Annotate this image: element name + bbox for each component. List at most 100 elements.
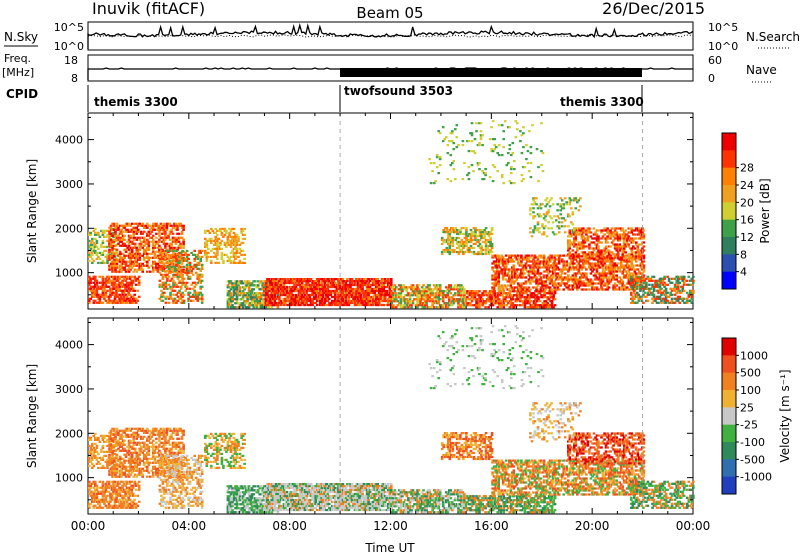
range-gate-cell (107, 275, 111, 278)
range-gate-cell (414, 292, 418, 295)
range-gate-cell (285, 281, 289, 285)
range-gate-cell (225, 241, 228, 244)
range-gate-cell (238, 259, 242, 262)
range-gate-cell (94, 275, 97, 278)
range-gate-cell (580, 268, 584, 271)
range-gate-cell (508, 268, 511, 271)
range-gate-cell (152, 238, 155, 241)
range-gate-cell (457, 240, 461, 244)
range-gate-cell (635, 272, 638, 275)
range-gate-cell (361, 303, 364, 307)
range-gate-cell (607, 257, 611, 260)
range-gate-cell (165, 222, 169, 225)
range-gate-cell (573, 254, 576, 257)
range-gate-cell (559, 254, 562, 257)
range-gate-cell (625, 237, 629, 240)
range-gate-cell (470, 300, 474, 303)
range-gate-cell (365, 287, 369, 291)
range-gate-cell (365, 293, 369, 297)
range-gate-cell (594, 272, 597, 275)
range-gate-cell (393, 284, 397, 287)
range-gate-cell (138, 254, 141, 257)
range-gate-cell (176, 285, 180, 288)
range-gate-cell (223, 229, 227, 232)
range-gate-cell (552, 306, 555, 309)
range-gate-cell (514, 300, 518, 303)
range-gate-cell (177, 232, 181, 235)
range-gate-cell (585, 272, 588, 275)
range-gate-cell (504, 254, 508, 257)
range-gate-cell (135, 232, 138, 235)
range-gate-cell (393, 306, 397, 309)
range-gate-cell (168, 244, 172, 247)
range-gate-cell (469, 240, 473, 244)
range-gate-cell (323, 281, 326, 285)
range-gate-cell (161, 240, 164, 243)
range-gate-cell (466, 296, 469, 299)
range-gate-cell (502, 306, 505, 309)
range-gate-cell (296, 283, 299, 287)
range-gate-cell (616, 268, 620, 271)
range-gate-cell (115, 289, 118, 292)
range-gate-cell (161, 228, 164, 231)
range-gate-cell (232, 243, 236, 246)
range-gate-cell (612, 231, 615, 234)
range-gate-cell (445, 231, 449, 234)
range-gate-cell (294, 301, 298, 305)
range-gate-cell (562, 254, 565, 257)
range-gate-cell (489, 248, 492, 252)
range-gate-cell (205, 239, 209, 242)
range-gate-cell (568, 239, 572, 242)
range-gate-cell (576, 284, 579, 287)
range-gate-cell (170, 246, 173, 249)
range-gate-cell (416, 290, 419, 293)
range-gate-cell (401, 288, 404, 291)
range-gate-cell (124, 293, 127, 296)
range-gate-cell (113, 275, 117, 278)
range-gate-cell (193, 249, 196, 252)
range-gate-cell (622, 260, 626, 263)
range-gate-cell (503, 262, 506, 265)
range-gate-cell (398, 294, 401, 297)
range-gate-cell (232, 290, 236, 293)
range-gate-cell (113, 293, 117, 296)
range-gate-cell (229, 300, 233, 303)
range-gate-cell (359, 283, 363, 287)
range-gate-cell (264, 287, 268, 291)
range-gate-cell (152, 248, 155, 251)
range-gate-cell (533, 254, 537, 257)
range-gate-cell (299, 293, 302, 297)
range-gate-cell (365, 303, 369, 307)
range-gate-cell (356, 280, 360, 283)
range-gate-cell (356, 289, 360, 293)
range-gate-cell (158, 283, 162, 286)
range-gate-cell (94, 251, 97, 254)
nave-tick-top: 60 (708, 54, 722, 67)
range-gate-cell (158, 297, 162, 300)
range-gate-cell (147, 242, 151, 245)
range-gate-cell (234, 247, 237, 250)
range-gate-cell (491, 286, 494, 289)
range-gate-cell (359, 293, 363, 297)
range-gate-cell (437, 292, 440, 295)
range-gate-cell (97, 295, 100, 298)
range-gate-cell (368, 297, 372, 301)
range-gate-cell (176, 228, 179, 231)
range-gate-cell (510, 302, 513, 305)
range-gate-cell (568, 278, 572, 281)
range-gate-cell (603, 274, 606, 277)
range-gate-cell (326, 285, 330, 289)
range-gate-cell (158, 257, 162, 260)
range-gate-cell (106, 279, 109, 282)
range-gate-cell (371, 295, 375, 299)
range-gate-cell (325, 289, 328, 293)
range-gate-cell (129, 236, 132, 239)
range-gate-cell (299, 280, 302, 283)
range-gate-cell (529, 296, 533, 299)
range-gate-cell (235, 233, 239, 236)
range-gate-cell (527, 286, 531, 289)
range-gate-cell (600, 264, 603, 267)
range-gate-cell (465, 234, 468, 238)
range-gate-cell (156, 268, 160, 271)
range-gate-cell (399, 306, 403, 309)
